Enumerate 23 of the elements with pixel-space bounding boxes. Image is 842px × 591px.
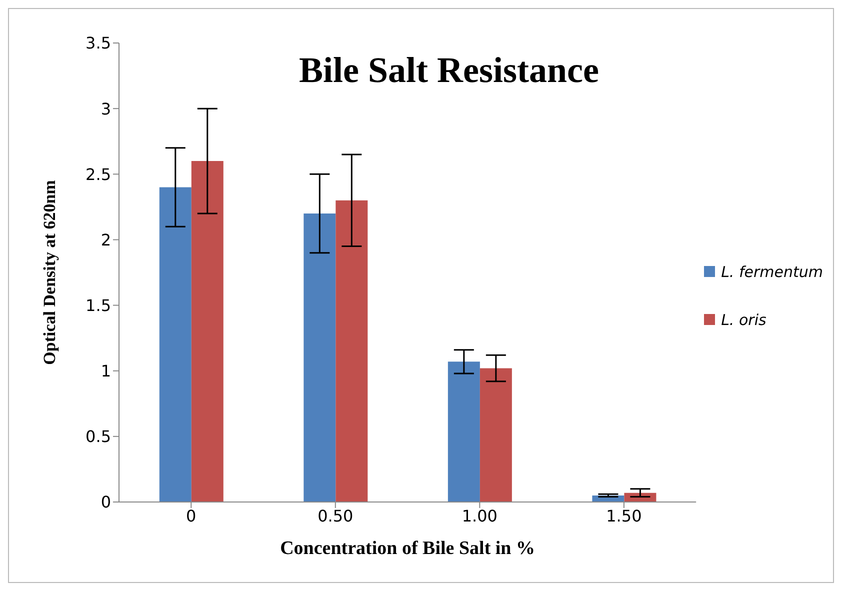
legend-label: L. fermentum	[721, 262, 823, 280]
y-tick-label: 0.5	[86, 427, 111, 446]
x-tick-label: 0.50	[318, 506, 354, 526]
x-tick-label: 1.50	[606, 506, 642, 526]
y-tick-label: 1	[100, 362, 111, 381]
legend-label: L. oris	[721, 310, 766, 328]
y-tick-label: 2	[100, 230, 111, 250]
bar	[304, 213, 336, 502]
x-axis-title: Concentration of Bile Salt in %	[280, 538, 535, 559]
bar	[191, 161, 224, 502]
x-tick-label: 1.00	[462, 506, 498, 526]
x-tick-label: 0	[186, 506, 196, 526]
y-tick-label: 2.5	[86, 164, 111, 184]
bar	[448, 362, 480, 502]
bar	[480, 368, 512, 502]
y-tick-label: 3	[100, 99, 111, 118]
y-tick-label: 0	[100, 492, 111, 512]
y-axis-title: Optical Density at 620nm	[40, 180, 60, 365]
bar	[159, 187, 192, 502]
chart-title: Bile Salt Resistance	[298, 49, 600, 91]
bar	[336, 200, 368, 502]
y-tick-label: 3.5	[86, 34, 111, 53]
y-tick-label: 1.5	[86, 296, 111, 315]
